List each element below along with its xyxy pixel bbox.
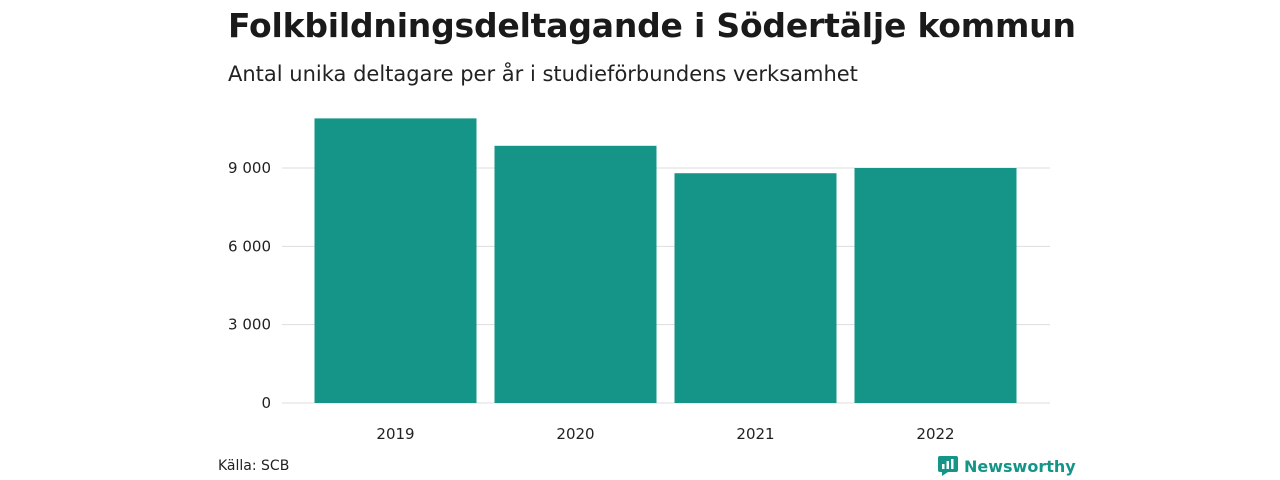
- y-tick-label: 9 000: [228, 159, 271, 177]
- bar-2019: [314, 118, 477, 403]
- newsworthy-logo-icon: [938, 456, 958, 476]
- brand-name: Newsworthy: [964, 456, 1076, 476]
- bar-2021: [674, 173, 837, 403]
- x-tick-label: 2022: [916, 425, 954, 443]
- brand-logo: Newsworthy: [938, 456, 1076, 476]
- y-tick-label: 0: [261, 394, 271, 412]
- y-tick-label: 6 000: [228, 237, 271, 255]
- x-tick-label: 2020: [556, 425, 594, 443]
- source-note: Källa: SCB: [218, 458, 290, 474]
- bar-2020: [494, 145, 657, 404]
- y-tick-label: 3 000: [228, 316, 271, 334]
- chart-title: Folkbildningsdeltagande i Södertälje kom…: [228, 6, 1076, 45]
- x-tick-label: 2021: [736, 425, 774, 443]
- x-tick-label: 2019: [376, 425, 414, 443]
- chart-subtitle: Antal unika deltagare per år i studieför…: [228, 62, 858, 86]
- bar-2022: [854, 168, 1017, 403]
